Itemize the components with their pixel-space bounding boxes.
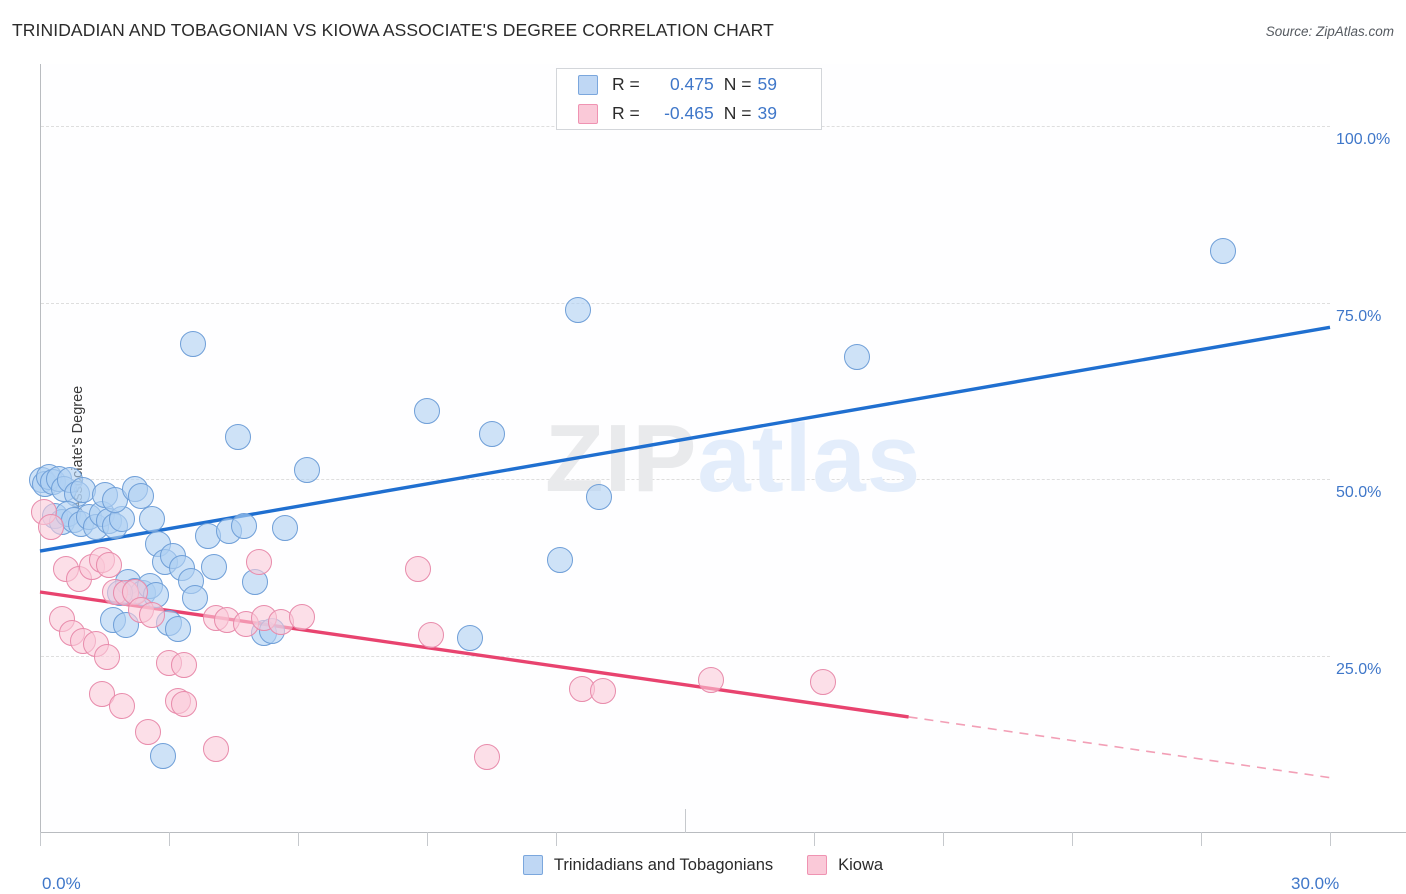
data-points: [29, 64, 1330, 832]
source-label: Source: ZipAtlas.com: [1265, 24, 1394, 39]
trend-lines: [39, 325, 1331, 779]
gridline-25: [41, 655, 1330, 657]
chart-header: TRINIDADIAN AND TOBAGONIAN VS KIOWA ASSO…: [0, 0, 1406, 52]
scatter-point[interactable]: [179, 331, 206, 358]
scatter-point[interactable]: [586, 484, 612, 511]
stats-swatch: [578, 74, 598, 95]
trend-line-kiowa: [39, 590, 909, 719]
scatter-point[interactable]: [547, 546, 574, 573]
scatter-point[interactable]: [590, 677, 617, 704]
scatter-point[interactable]: [138, 601, 165, 628]
gridline-75: [41, 302, 1330, 304]
stats-swatch: [578, 103, 598, 124]
plot-background: [40, 64, 1330, 832]
n-value: 59: [757, 74, 777, 94]
legend-label: Trinidadians and Tobagonians: [553, 855, 774, 874]
n-value: 39: [757, 103, 777, 123]
scatter-point[interactable]: [293, 456, 320, 483]
scatter-point[interactable]: [844, 343, 870, 370]
legend-swatch: [807, 855, 828, 875]
x-tick: [40, 832, 41, 846]
x-tick: [427, 832, 428, 846]
scatter-point[interactable]: [697, 666, 724, 693]
stats-row: R = 0.475 N = 59: [557, 69, 777, 100]
scatter-point[interactable]: [231, 512, 258, 539]
scatter-point[interactable]: [201, 554, 228, 581]
x-tick: [685, 809, 686, 833]
scatter-point[interactable]: [1209, 238, 1236, 265]
scatter-point[interactable]: [457, 624, 483, 651]
legend-entry[interactable]: Kiowa: [807, 855, 883, 875]
r-value: 0.475: [669, 74, 714, 94]
series-legend: Trinidadians and Tobagonians Kiowa: [0, 848, 1406, 882]
x-tick: [556, 832, 557, 846]
x-tick: [814, 832, 815, 846]
n-label: N =: [723, 74, 752, 94]
scatter-point[interactable]: [564, 296, 591, 323]
scatter-point[interactable]: [149, 742, 176, 769]
scatter-point[interactable]: [128, 483, 155, 509]
y-axis-line: [40, 64, 41, 832]
scatter-point[interactable]: [134, 718, 161, 745]
scatter-point[interactable]: [95, 552, 122, 579]
r-label: R =: [612, 74, 640, 94]
scatter-point[interactable]: [108, 693, 135, 720]
scatter-point[interactable]: [37, 514, 64, 541]
x-tick: [298, 832, 299, 846]
scatter-point[interactable]: [474, 744, 501, 771]
x-tick: [1201, 832, 1202, 846]
y-tick-label: 50.0%: [1336, 484, 1382, 502]
x-tick: [169, 832, 170, 846]
x-tick: [1330, 832, 1331, 846]
scatter-point[interactable]: [418, 622, 445, 649]
x-axis-max-label: 30.0%: [1291, 874, 1340, 893]
trend-line-extension: [908, 716, 1331, 779]
scatter-plot: Associate's Degree 100.0% 75.0% 50.0% 25.0%…: [29, 64, 1406, 893]
gridline-50: [41, 479, 1330, 481]
y-tick-label: 100.0%: [1336, 131, 1391, 149]
trend-line-trinidadians-and-tobagonians: [39, 325, 1331, 553]
scatter-point[interactable]: [93, 643, 120, 670]
legend-label: Kiowa: [838, 855, 884, 874]
scatter-point[interactable]: [272, 514, 299, 541]
x-tick: [943, 832, 944, 846]
scatter-point[interactable]: [414, 397, 440, 424]
correlation-stats-box: R = 0.475 N = 59 R = -0.465 N = 39: [556, 68, 822, 130]
legend-swatch: [522, 855, 543, 875]
scatter-point[interactable]: [181, 584, 208, 611]
scatter-point[interactable]: [405, 555, 432, 582]
stats-row: R = -0.465 N = 39: [557, 98, 777, 129]
scatter-point[interactable]: [203, 735, 230, 762]
scatter-point[interactable]: [809, 668, 836, 695]
r-label: R =: [612, 103, 640, 123]
scatter-point[interactable]: [246, 549, 273, 576]
x-axis-min-label: 0.0%: [42, 874, 81, 893]
legend-entry[interactable]: Trinidadians and Tobagonians: [522, 855, 774, 875]
scatter-point[interactable]: [289, 604, 316, 631]
scatter-point[interactable]: [138, 505, 165, 532]
x-tick: [1072, 832, 1073, 846]
scatter-point[interactable]: [171, 652, 198, 679]
x-axis-line: [40, 832, 1406, 833]
page-title: TRINIDADIAN AND TOBAGONIAN VS KIOWA ASSO…: [12, 20, 774, 40]
scatter-point[interactable]: [171, 691, 198, 718]
y-tick-label: 25.0%: [1336, 660, 1382, 678]
y-tick-label: 75.0%: [1336, 307, 1382, 325]
scatter-point[interactable]: [164, 615, 191, 642]
scatter-point[interactable]: [478, 420, 505, 447]
r-value: -0.465: [664, 103, 714, 123]
n-label: N =: [723, 103, 752, 123]
scatter-point[interactable]: [224, 424, 251, 451]
